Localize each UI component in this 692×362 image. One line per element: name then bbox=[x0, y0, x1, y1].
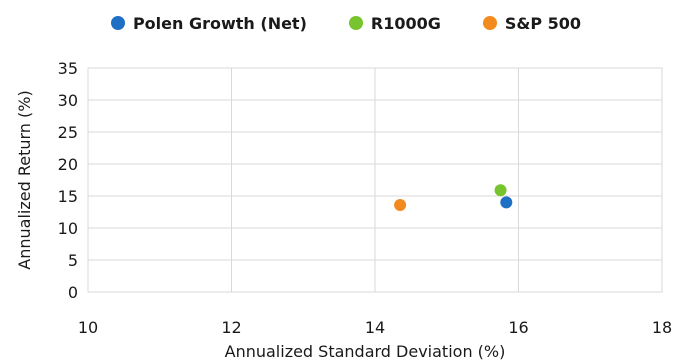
y-tick-label: 30 bbox=[58, 91, 78, 110]
x-tick-label: 18 bbox=[652, 318, 672, 337]
data-point-series-0 bbox=[500, 196, 513, 209]
data-point-series-2 bbox=[394, 198, 407, 211]
chart-legend: Polen Growth (Net) R1000G S&P 500 bbox=[0, 8, 692, 38]
y-tick-label: 10 bbox=[58, 219, 78, 238]
y-tick-label: 25 bbox=[58, 123, 78, 142]
legend-item-polen-growth: Polen Growth (Net) bbox=[110, 13, 307, 33]
y-tick-label: 20 bbox=[58, 155, 78, 174]
data-points bbox=[394, 184, 513, 211]
y-tick-label: 15 bbox=[58, 187, 78, 206]
legend-item-sp500: S&P 500 bbox=[482, 13, 582, 33]
x-tick-label: 14 bbox=[365, 318, 385, 337]
legend-marker-polen-growth bbox=[110, 16, 125, 30]
y-axis-title: Annualized Return (%) bbox=[15, 90, 34, 269]
legend-label-r1000g: R1000G bbox=[370, 13, 441, 33]
x-tick-label: 16 bbox=[508, 318, 528, 337]
legend-item-r1000g: R1000G bbox=[348, 13, 441, 33]
y-tick-label: 0 bbox=[68, 283, 78, 302]
legend-label-sp500: S&P 500 bbox=[504, 13, 582, 33]
legend-marker-r1000g bbox=[348, 16, 363, 30]
x-tick-label: 12 bbox=[221, 318, 241, 337]
y-tick-label: 5 bbox=[68, 251, 78, 270]
y-tick-label: 35 bbox=[58, 59, 78, 78]
legend-marker-sp500 bbox=[482, 16, 497, 30]
legend-label-polen-growth: Polen Growth (Net) bbox=[132, 13, 307, 33]
chart-grid bbox=[87, 67, 663, 293]
x-axis-ticks: 10 12 14 16 18 bbox=[78, 318, 672, 337]
x-axis-title: Annualized Standard Deviation (%) bbox=[225, 342, 506, 361]
x-tick-label: 10 bbox=[78, 318, 98, 337]
y-axis-ticks: 0 5 10 15 20 25 30 35 bbox=[58, 59, 78, 302]
data-point-series-1 bbox=[494, 184, 507, 197]
